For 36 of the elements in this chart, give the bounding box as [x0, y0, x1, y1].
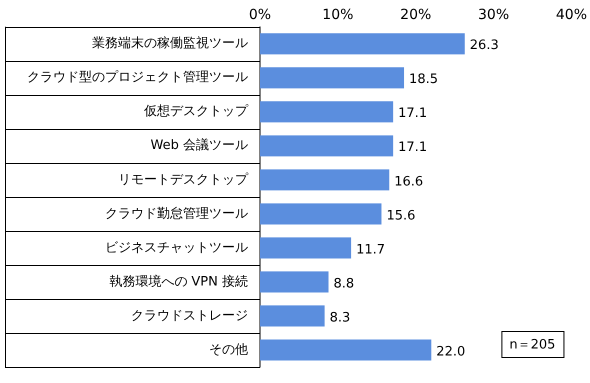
bar	[260, 305, 325, 327]
data-label: 15.6	[386, 208, 416, 224]
data-label: 18.5	[409, 72, 438, 88]
y-tick-label: ビジネスチャットツール	[105, 240, 248, 256]
data-label: 22.0	[436, 344, 466, 360]
bar	[260, 33, 465, 54]
y-tick-label: 執務環境への VPN 接続	[109, 273, 248, 290]
y-tick-label: 仮想デスクトップ	[143, 104, 249, 120]
bar	[260, 271, 329, 292]
y-tick-label: クラウド勤怠管理ツール	[105, 206, 248, 222]
y-tick-label: その他	[209, 342, 248, 358]
y-tick-label: クラウド型のプロジェクト管理ツール	[27, 70, 248, 86]
annotation: n＝205	[509, 337, 556, 352]
bar	[260, 101, 394, 122]
data-label: 17.1	[398, 140, 428, 156]
bar	[260, 237, 352, 258]
y-tick-label: 業務端末の稼働監視ツール	[92, 36, 248, 52]
bar	[260, 67, 404, 88]
y-tick-label: クラウドストレージ	[131, 308, 248, 324]
data-label: 8.8	[334, 276, 354, 292]
data-label: 26.3	[470, 38, 499, 54]
bar	[260, 339, 432, 361]
y-tick-label: リモートデスクトップ	[118, 172, 249, 188]
x-tick-label: 10%	[322, 7, 354, 24]
data-label: 8.3	[330, 310, 350, 326]
data-label: 17.1	[398, 106, 428, 122]
x-tick-label: 40%	[556, 7, 588, 24]
y-tick-label: Web 会議ツール	[150, 138, 248, 154]
bar	[260, 135, 394, 156]
x-tick-label: 30%	[478, 7, 510, 24]
bar	[260, 169, 390, 190]
data-label: 16.6	[394, 174, 424, 190]
data-label: 11.7	[356, 242, 386, 258]
x-tick-label: 20%	[400, 7, 432, 24]
x-tick-label: 0%	[248, 7, 272, 24]
bar	[260, 203, 382, 224]
